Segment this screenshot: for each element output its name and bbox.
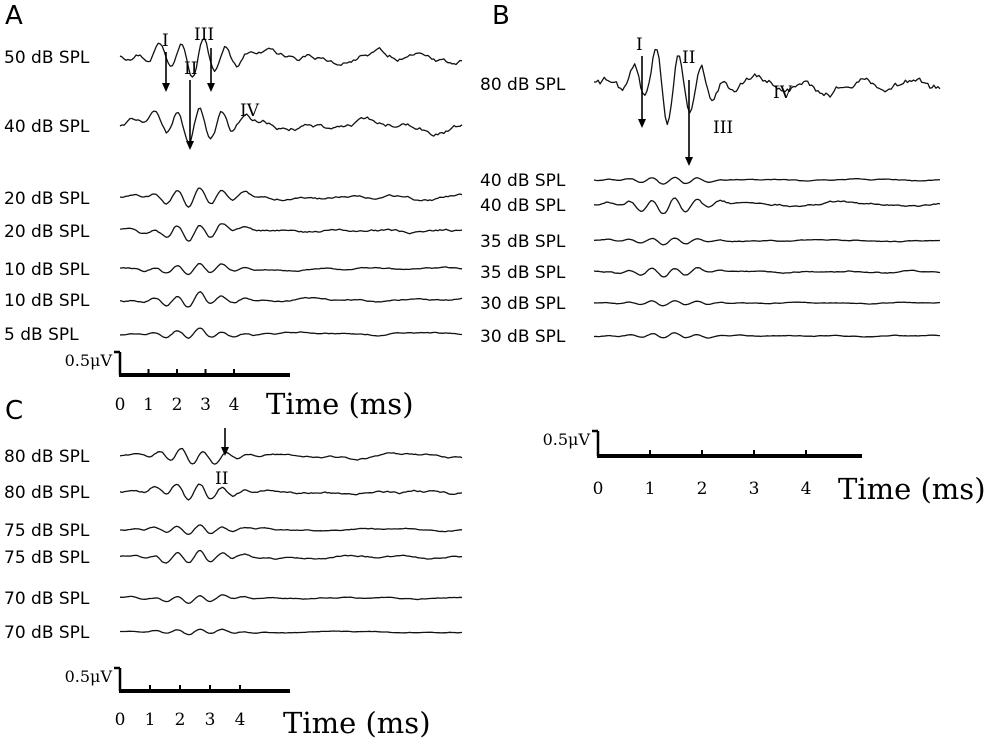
time-tick-label: 0 [115,710,126,730]
trace-label: 10 dB SPL [4,291,90,311]
abr-trace [594,48,941,126]
peak-arrow-head [638,119,646,128]
abr-trace [119,447,463,465]
abr-trace [593,197,941,215]
abr-trace [119,262,462,276]
voltage-scale-label: 0.5μV [65,667,113,686]
panel-c: C 80 dB SPL 80 dB SPL 75 dB SPL 75 dB SPL 70 … [4,396,463,740]
time-tick-label: 4 [801,479,812,499]
peak-label: III [194,25,214,45]
time-tick-label: 3 [205,710,216,730]
peak-arrow-head [685,157,693,166]
trace-label: 35 dB SPL [480,232,566,252]
abr-trace [120,628,463,636]
trace-label: 75 dB SPL [4,521,90,541]
peak-label: I [162,31,169,51]
abr-trace [119,223,463,242]
abr-trace [119,483,463,501]
peak-label: II [215,469,228,489]
abr-trace [119,291,463,308]
time-tick-label: 0 [115,395,126,415]
voltage-scale-label: 0.5μV [65,351,113,370]
panel-letter: B [492,1,510,31]
abr-trace [119,594,463,605]
time-tick-label: 1 [645,479,656,499]
peak-arrow-head [162,83,170,92]
abr-trace [119,37,463,78]
abr-trace [593,332,941,339]
trace-label: 80 dB SPL [4,447,90,467]
trace-label: 10 dB SPL [4,260,90,280]
abr-trace [119,187,463,208]
abr-trace [120,524,463,536]
peak-label: I [636,35,643,55]
abr-trace [119,549,463,564]
time-tick-label: 2 [175,710,186,730]
trace-label: 30 dB SPL [480,327,566,347]
abr-trace [119,327,463,339]
time-axis-title: Time (ms) [283,706,431,740]
trace-label: 80 dB SPL [4,483,90,503]
peak-label: IV [240,101,260,121]
panel-letter: A [5,1,23,31]
trace-label: 40 dB SPL [480,171,566,191]
trace-label: 70 dB SPL [4,623,90,643]
time-tick-label: 3 [200,395,211,415]
abr-trace [593,176,941,185]
time-tick-label: 1 [143,395,154,415]
time-tick-label: 0 [593,479,604,499]
trace-label: 80 dB SPL [480,75,566,95]
trace-label: 5 dB SPL [4,325,79,345]
panel-b: B 80 dB SPL 40 dB SPL 40 dB SPL 35 dB SPL 35 … [480,1,986,506]
peak-arrow-head [207,83,215,92]
abr-trace [593,237,941,246]
time-axis-title: Time (ms) [266,387,414,421]
trace-label: 40 dB SPL [4,117,90,137]
trace-label: 20 dB SPL [4,222,90,242]
time-tick-label: 1 [145,710,156,730]
time-axis-title: Time (ms) [838,472,986,506]
peak-arrow-head [221,447,229,456]
trace-label: 20 dB SPL [4,189,90,209]
time-tick-label: 3 [749,479,760,499]
peak-label: IV [773,83,793,103]
trace-label: 35 dB SPL [480,263,566,283]
time-tick-label: 2 [697,479,708,499]
time-tick-label: 4 [229,395,240,415]
abr-trace [593,300,941,307]
voltage-scale-label: 0.5μV [543,430,591,449]
trace-label: 75 dB SPL [4,548,90,568]
time-tick-label: 2 [172,395,183,415]
panel-letter: C [5,396,23,426]
peak-label: II [184,59,197,79]
peak-label: II [682,48,695,68]
peak-label: III [713,118,733,138]
peak-arrow-head [186,141,194,150]
abr-trace [593,267,941,278]
time-tick-label: 4 [235,710,246,730]
trace-label: 70 dB SPL [4,589,90,609]
trace-label: 40 dB SPL [480,196,566,216]
trace-label: 50 dB SPL [4,48,90,68]
panel-a: A 50 dB SPL 40 dB SPL 20 dB SPL 20 dB SPL 10 … [4,1,463,421]
trace-label: 30 dB SPL [480,294,566,314]
abr-trace [119,107,463,145]
